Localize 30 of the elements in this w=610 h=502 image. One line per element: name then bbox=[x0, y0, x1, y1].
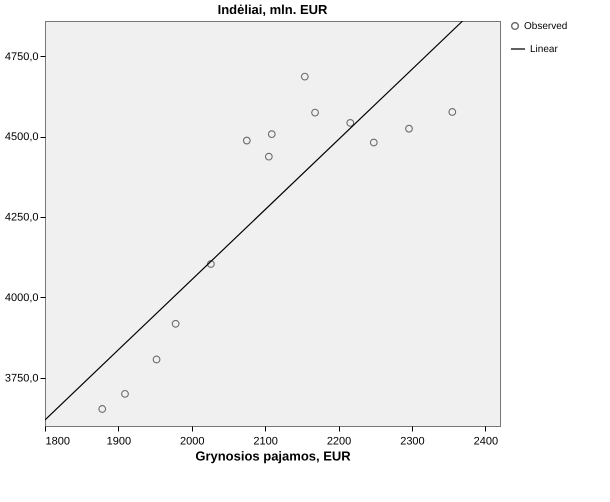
x-tick-label: 2100 bbox=[253, 436, 278, 448]
point bbox=[264, 152, 273, 161]
legend-label: Linear bbox=[530, 44, 558, 55]
x-tick-label: 2300 bbox=[400, 436, 425, 448]
point bbox=[206, 260, 215, 268]
point bbox=[242, 136, 251, 144]
point bbox=[268, 130, 276, 138]
point bbox=[405, 124, 413, 133]
point bbox=[311, 108, 319, 117]
y-tick-label: 4500,0 bbox=[4, 131, 38, 144]
x-tick-label: 1900 bbox=[106, 436, 132, 448]
point bbox=[300, 72, 309, 81]
x-tick-label: 1800 bbox=[46, 436, 70, 448]
point bbox=[346, 118, 354, 127]
y-tick-label: 3750,0 bbox=[4, 372, 38, 384]
x-tick-label: 2000 bbox=[180, 436, 205, 448]
x-tick-label: 2200 bbox=[326, 436, 352, 448]
x-axis-title: Grynosios pajamos, EUR bbox=[195, 448, 352, 464]
point bbox=[152, 356, 160, 364]
y-tick-label: 4250,0 bbox=[4, 212, 38, 224]
point bbox=[121, 390, 129, 398]
y-tick-label: 4750,0 bbox=[4, 50, 38, 63]
point bbox=[98, 405, 106, 413]
point bbox=[448, 108, 456, 116]
chart-title: Indėliai, mln. EUR bbox=[218, 2, 328, 17]
y-tick-label: 4000,0 bbox=[4, 292, 38, 304]
point bbox=[172, 320, 180, 328]
point bbox=[370, 138, 378, 146]
legend-label: Observed bbox=[524, 21, 568, 32]
x-tick-label: 2400 bbox=[474, 436, 498, 448]
